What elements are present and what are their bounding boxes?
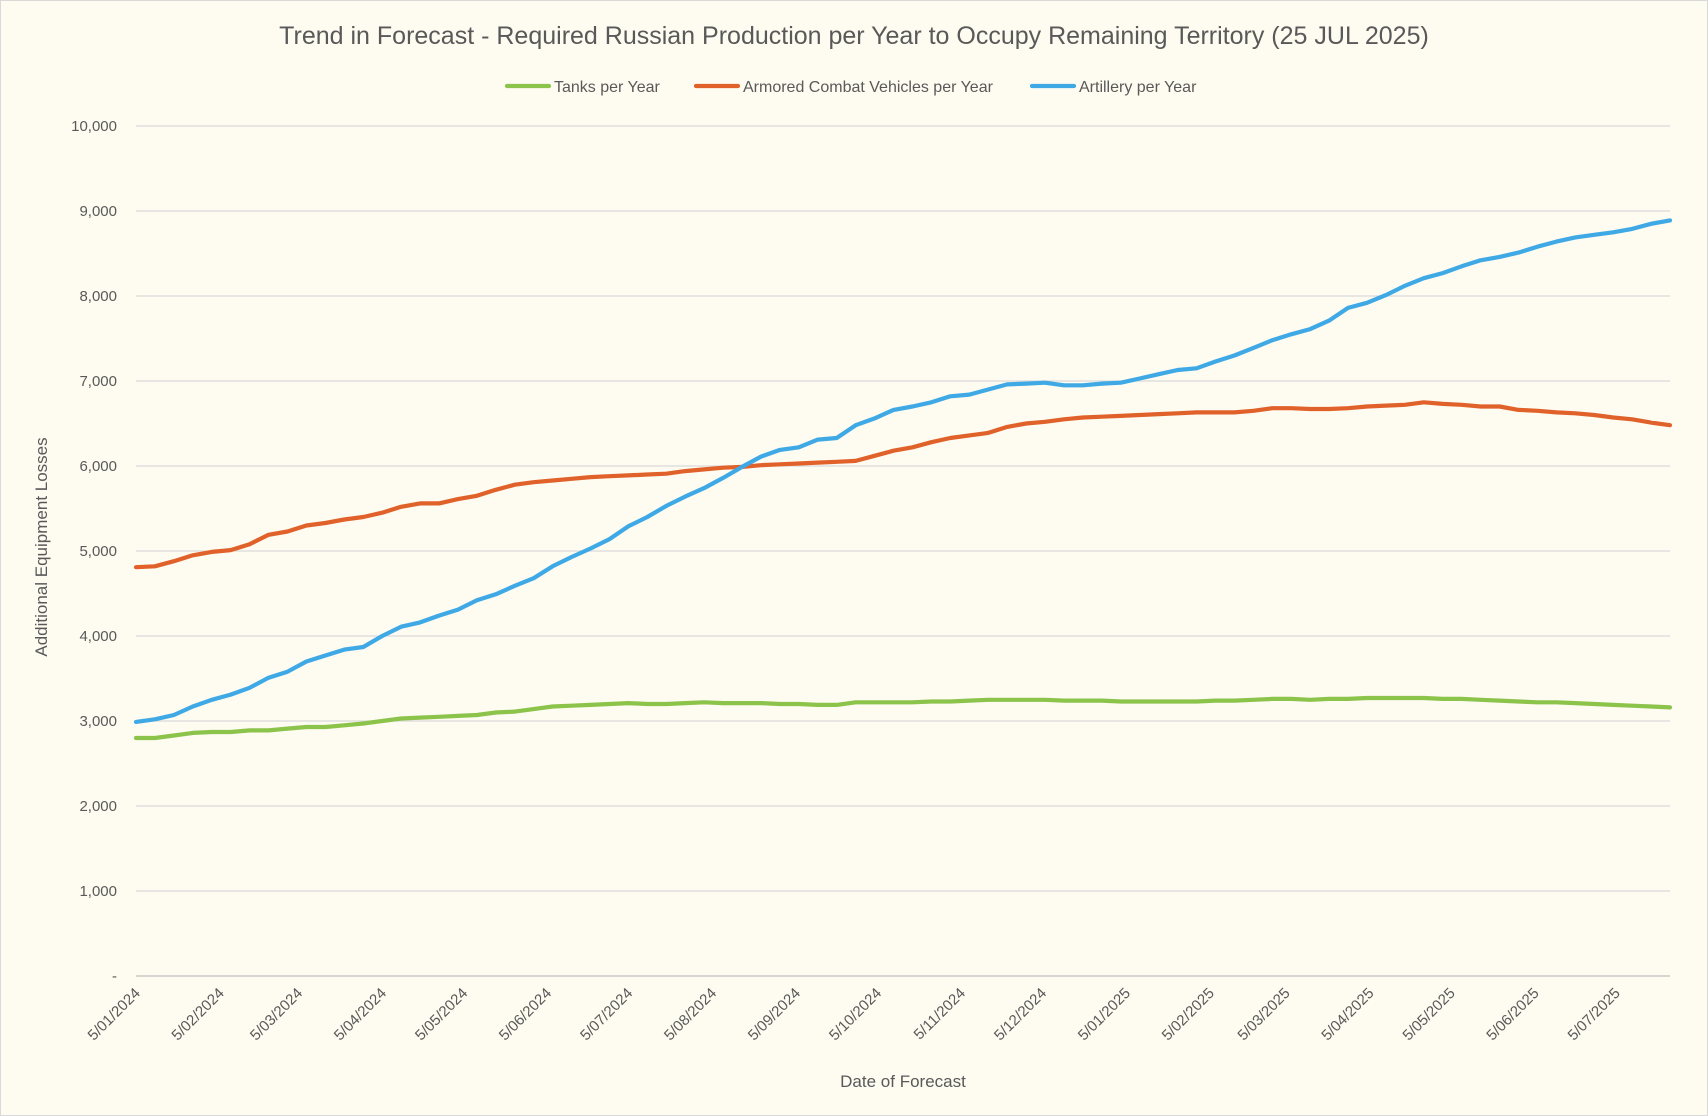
legend-label: Tanks per Year [554,79,661,96]
gridlines [136,125,1670,977]
x-tick-label: 5/01/2025 [1075,985,1134,1044]
x-tick-label: 5/06/2024 [496,985,555,1044]
x-tick-label: 5/03/2024 [247,985,306,1044]
x-tick-label: 5/09/2024 [745,985,804,1044]
x-tick-label: 5/02/2024 [168,985,227,1044]
legend-item: Tanks per Year [504,79,661,96]
chart-title: Trend in Forecast - Required Russian Pro… [279,22,1429,50]
y-tick-label: 7,000 [79,373,117,390]
y-axis-ticks: - 1,000 2,000 3,000 4,000 5,000 6,000 7,000 8,00… [71,118,117,985]
y-tick-label: 8,000 [79,288,117,305]
legend-item: Armored Combat Vehicles per Year [693,79,994,96]
y-tick-label: 1,000 [79,883,117,900]
x-tick-label: 5/03/2025 [1234,985,1293,1044]
y-tick-label: 4,000 [79,628,117,645]
x-tick-label: 5/05/2024 [412,985,471,1044]
x-tick-label: 5/02/2025 [1159,985,1218,1044]
x-tick-label: 5/04/2025 [1318,985,1377,1044]
legend-item: Artillery per Year [1029,79,1197,96]
y-tick-label: 10,000 [71,118,117,135]
series-line-tanks [133,695,1673,741]
x-tick-label: 5/05/2025 [1399,985,1458,1044]
y-tick-label: 3,000 [79,713,117,730]
y-tick-label: 2,000 [79,798,117,815]
series-line-armored-combat-vehicles [133,400,1673,570]
x-tick-label: 5/07/2025 [1565,985,1624,1044]
series-lines [133,218,1673,741]
x-tick-label: 5/10/2024 [826,985,885,1044]
legend-label: Artillery per Year [1079,79,1197,96]
x-tick-label: 5/04/2024 [331,985,390,1044]
x-axis-title: Date of Forecast [840,1072,966,1091]
x-tick-label: 5/06/2025 [1483,985,1542,1044]
x-axis-ticks: 5/01/2024 5/02/2024 5/03/2024 5/04/2024 5/05… [85,985,1624,1044]
y-tick-label: - [112,968,117,985]
legend-label: Armored Combat Vehicles per Year [743,79,994,96]
x-tick-label: 5/01/2024 [85,985,144,1044]
y-tick-label: 9,000 [79,203,117,220]
x-tick-label: 5/08/2024 [661,985,720,1044]
legend: Tanks per Year Armored Combat Vehicles pe… [504,79,1197,96]
x-tick-label: 5/07/2024 [577,985,636,1044]
y-tick-label: 6,000 [79,458,117,475]
series-line-artillery [133,218,1673,724]
y-axis-title: Additional Equipment Losses [32,437,51,656]
x-tick-label: 5/11/2024 [911,985,969,1043]
y-tick-label: 5,000 [79,543,117,560]
x-tick-label: 5/12/2024 [991,985,1050,1044]
